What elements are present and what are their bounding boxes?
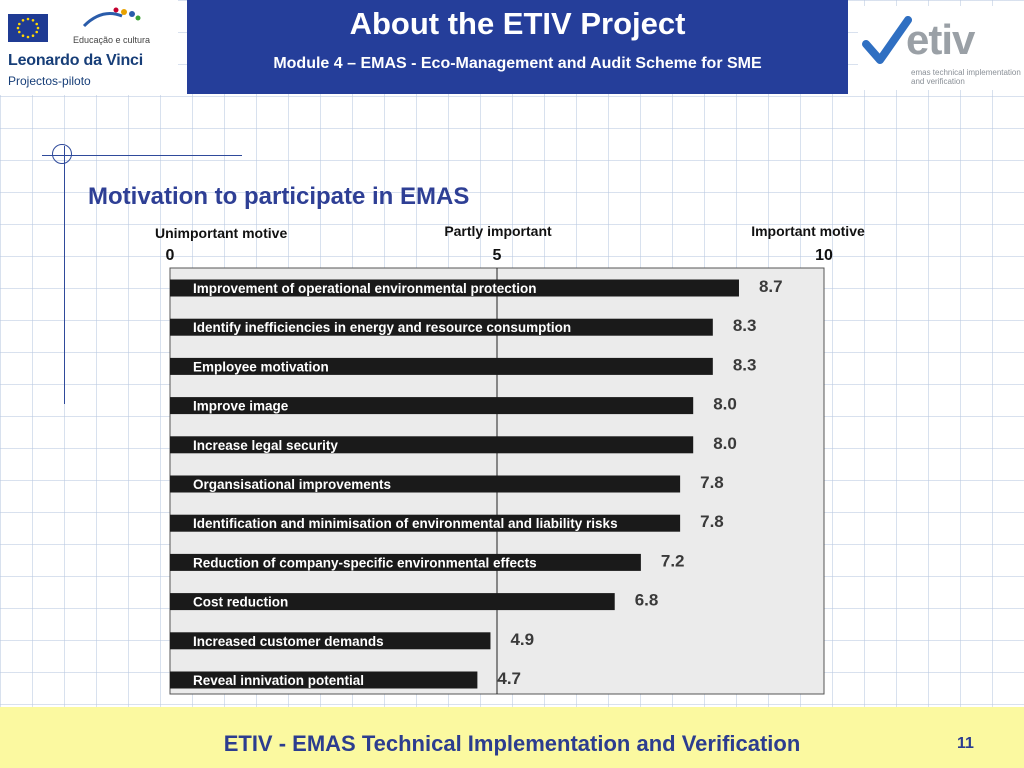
education-culture-logo-icon (82, 6, 142, 30)
bar-category-label: Increase legal security (193, 438, 338, 453)
bar-value-label: 8.3 (733, 316, 757, 335)
footer-text: ETIV - EMAS Technical Implementation and… (223, 731, 801, 756)
header-banner: About the ETIV Project Module 4 – EMAS -… (187, 0, 848, 94)
bar-category-label: Cost reduction (193, 595, 288, 610)
scale-label-important: Important motive (751, 223, 865, 239)
bar (170, 593, 615, 611)
bar-value-label: 4.7 (497, 669, 521, 688)
x-tick-label: 10 (815, 247, 833, 264)
scale-label-partly-important: Partly important (444, 223, 552, 239)
bar (170, 279, 739, 297)
checkmark-icon (862, 16, 912, 64)
decorative-circle (52, 144, 72, 164)
bar-category-label: Identification and minimisation of envir… (193, 516, 618, 531)
header-subtitle: Module 4 – EMAS - Eco-Management and Aud… (273, 55, 762, 72)
bar-value-label: 8.3 (733, 355, 757, 374)
x-tick-label: 0 (166, 247, 175, 264)
bar (170, 553, 641, 571)
header-title: About the ETIV Project (349, 6, 686, 41)
scale-label-unimportant: Unimportant motive (155, 225, 287, 241)
bar-category-label: Increased customer demands (193, 634, 384, 649)
bar-value-label: 7.8 (700, 473, 724, 492)
bar-value-label: 8.7 (759, 277, 783, 296)
decorative-line (42, 155, 242, 156)
bar-category-label: Improvement of operational environmental… (193, 281, 537, 296)
x-tick-label: 5 (493, 247, 502, 264)
bar (170, 514, 681, 532)
program-subtitle: Projectos-piloto (8, 74, 91, 88)
etiv-tagline: emas technical implementation and verifi… (911, 68, 1021, 86)
slide-title: Motivation to participate in EMAS (88, 183, 470, 210)
bar-category-label: Reduction of company-specific environmen… (193, 555, 537, 570)
bar (170, 318, 713, 336)
footer-bar: ETIV - EMAS Technical Implementation and… (0, 707, 1024, 768)
bar-value-label: 7.2 (661, 551, 685, 570)
bar-category-label: Identify inefficiencies in energy and re… (193, 320, 571, 335)
bar (170, 357, 713, 375)
etiv-logo: etiv emas technical implementation and v… (858, 6, 1024, 90)
etiv-wordmark: etiv (906, 16, 975, 63)
bar (170, 436, 694, 454)
bar-category-label: Reveal innivation potential (193, 673, 364, 688)
bar-value-label: 7.8 (700, 512, 724, 531)
bar-value-label: 8.0 (713, 434, 737, 453)
eu-flag-icon (8, 14, 48, 42)
page-number: 11 (957, 735, 974, 752)
leonardo-da-vinci-logo: Educação e cultura Leonardo da Vinci Pro… (0, 0, 178, 95)
bar-value-label: 6.8 (635, 591, 659, 610)
bar (170, 475, 681, 493)
bar (170, 632, 491, 650)
bar-value-label: 8.0 (713, 395, 737, 414)
program-title: Leonardo da Vinci (8, 52, 143, 69)
decorative-line (64, 146, 65, 404)
bar-category-label: Employee motivation (193, 359, 329, 374)
bar-value-label: 4.9 (510, 630, 534, 649)
bar-category-label: Organsisational improvements (193, 477, 391, 492)
bar (170, 397, 694, 415)
bar (170, 671, 478, 689)
bar-category-label: Improve image (193, 399, 289, 414)
program-text: Educação e cultura (73, 35, 151, 45)
